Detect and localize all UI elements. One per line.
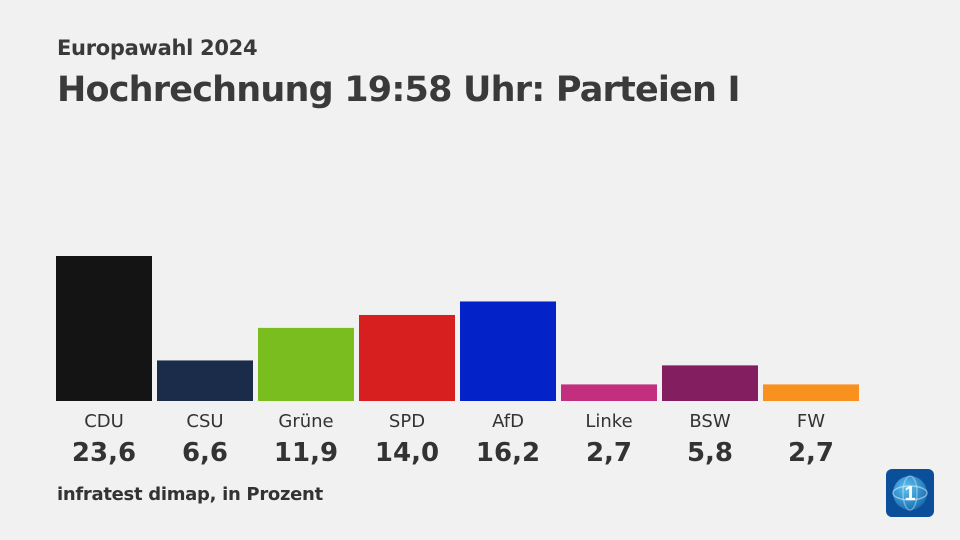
bar-afd xyxy=(460,301,556,401)
bar-linke xyxy=(561,384,657,401)
logo-number: 1 xyxy=(904,483,915,505)
ard-tagesschau-logo-icon: 1 xyxy=(886,469,934,517)
value-label-linke: 2,7 xyxy=(586,438,632,468)
category-label-afd: AfD xyxy=(492,411,524,432)
value-label-cdu: 23,6 xyxy=(72,438,136,468)
category-label-csu: CSU xyxy=(186,411,223,432)
bar-csu xyxy=(157,360,253,401)
chart-supertitle: Europawahl 2024 xyxy=(57,36,258,60)
category-label-spd: SPD xyxy=(389,411,425,432)
source-note: infratest dimap, in Prozent xyxy=(57,484,323,505)
category-label-fw: FW xyxy=(797,411,825,432)
category-label-linke: Linke xyxy=(585,411,632,432)
value-label-afd: 16,2 xyxy=(476,438,540,468)
value-label-grne: 11,9 xyxy=(274,438,338,468)
value-labels-group: 23,6 6,6 11,9 14,0 16,2 2,7 5,8 2,7 xyxy=(72,438,834,468)
value-label-fw: 2,7 xyxy=(788,438,834,468)
value-label-csu: 6,6 xyxy=(182,438,228,468)
bar-spd xyxy=(359,314,455,401)
category-label-grne: Grüne xyxy=(278,411,333,432)
value-label-bsw: 5,8 xyxy=(687,438,733,468)
category-labels-group: CDU CSU Grüne SPD AfD Linke BSW FW xyxy=(84,411,825,432)
bar-cdu xyxy=(56,256,152,401)
bar-fw xyxy=(763,384,859,401)
bar-bsw xyxy=(662,365,758,401)
chart-title: Hochrechnung 19:58 Uhr: Parteien I xyxy=(57,70,741,110)
bars-group xyxy=(56,256,859,401)
value-label-spd: 14,0 xyxy=(375,438,439,468)
bar-grne xyxy=(258,327,354,401)
category-label-bsw: BSW xyxy=(689,411,730,432)
category-label-cdu: CDU xyxy=(84,411,124,432)
